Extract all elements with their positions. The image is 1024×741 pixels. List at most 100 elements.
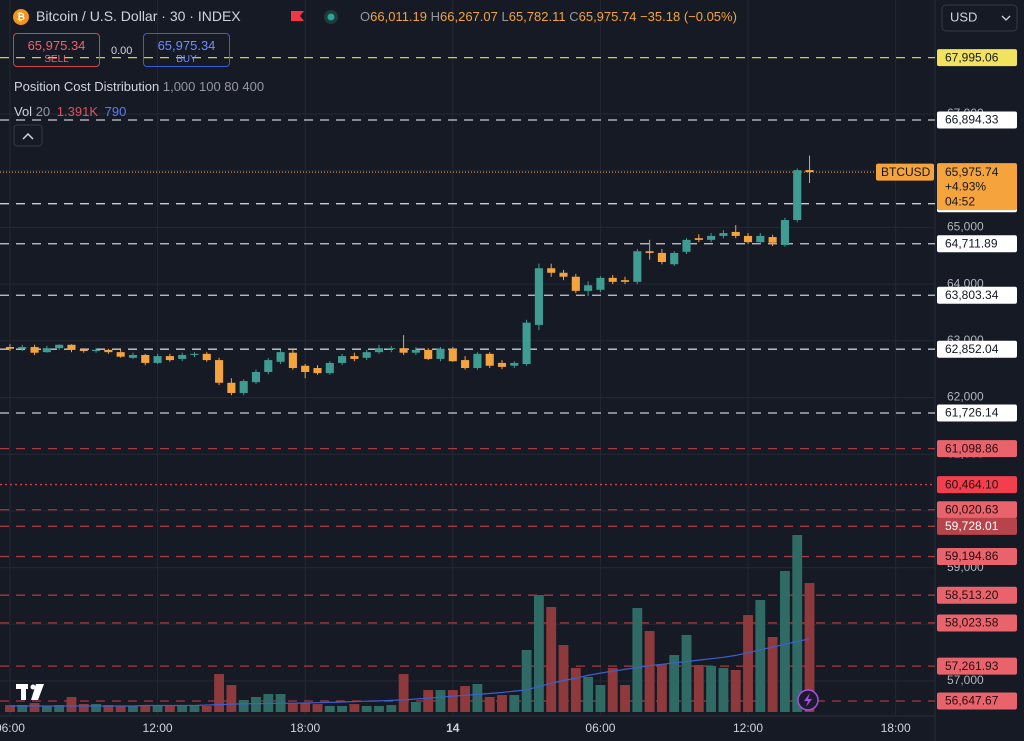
volume-bar [780,570,790,712]
price-level-tag [937,586,1017,604]
volume-bar [755,600,766,712]
candle-body [497,362,507,367]
price-level-tag [937,614,1017,632]
grid [0,0,935,716]
candle-body [436,348,445,359]
price-level-label: 58,023.58 [945,616,999,630]
volume-bar [251,696,261,712]
candle-body [374,348,384,353]
bitcoin-glyph: ₿ [17,11,25,23]
ohlc-change: −35.18 (−0.05%) [640,9,737,24]
candle-body [350,356,359,359]
price-level-tag [937,111,1017,129]
candle-body [620,280,630,282]
candle-body [55,344,64,349]
candle-body [805,170,814,173]
x-tick-label: 12:00 [733,721,763,735]
logo-part [31,684,44,700]
candle-body [756,235,765,243]
bar-countdown: 04:52 [945,194,975,208]
dropdown-caret [1001,15,1011,21]
buy-label: BUY [176,54,197,65]
pcd-indicator[interactable]: Position Cost Distribution 1,000 100 80 … [14,79,264,94]
sell-label: SELL [44,54,69,65]
candle-body [448,348,457,362]
x-tick-label: 14 [446,721,460,735]
volume-bar [632,607,643,712]
volume-bar [718,667,729,712]
volume-bar [226,685,237,712]
volume-bar [312,704,323,712]
x-tick-label: 12:00 [143,721,173,735]
candle-body [325,362,334,374]
candle-body [301,365,310,372]
candle-body [116,352,125,357]
volume-bar [361,705,372,712]
volume-bar [472,684,483,712]
volume-bar [238,700,249,712]
candle-body [5,347,15,349]
status-dot [327,13,335,21]
candle-body [547,268,556,273]
candle-body [743,235,753,243]
currency-label: USD [950,9,977,24]
candle-body [670,252,679,265]
candle-body [645,251,654,253]
ohlc-key: C [569,9,579,24]
volume-bar [620,685,630,712]
candle-body [141,354,150,363]
volume-bar [29,703,40,712]
ohlc-value: 66,011.19 [370,9,427,24]
volume-pane [5,535,815,712]
lightning-button[interactable] [797,689,819,711]
price-level-label: 61,098.86 [945,441,999,455]
volume-bar [300,703,311,712]
vol-indicator[interactable]: Vol 20 1.391K 790 [14,104,126,119]
candle-body [485,353,494,366]
indicator-params: 1,000 100 80 400 [162,79,265,94]
currency-select[interactable] [941,4,1018,32]
volume-bar [128,705,138,712]
price-level-tag [937,657,1017,675]
symbol-label: BTCUSD [881,165,931,179]
candle-body [584,285,593,291]
collapse-button[interactable] [13,124,43,147]
volume-bar [730,670,741,712]
volume-bar [423,690,434,712]
candle-body [461,360,470,369]
flag-icon[interactable] [291,11,304,21]
axes: 06:00 12:00 18:00 14 06:00 12:00 18:00 57,000 58… [0,49,1017,735]
indicator-name: Vol [14,104,33,119]
volume-bar [201,705,212,712]
price-level-tag [937,548,1017,566]
volume-bar [410,701,421,712]
sell-price: 65,975.34 [27,38,86,53]
price-level-tag [937,235,1017,253]
bitcoin-icon [13,9,29,25]
logo-part [21,684,26,700]
candle-body [387,348,396,350]
volume-ma-line [10,638,810,707]
indicator-name: Position Cost Distribution [14,79,160,94]
candle-body [227,382,236,393]
price-level-label: 56,647.67 [945,694,999,708]
volume-bar [177,705,188,712]
buy-price: 65,975.34 [157,38,216,53]
volume-bar [792,535,803,712]
price-level-label: 62,852.04 [945,342,999,356]
candle-body [768,237,777,243]
ohlc-value: 65,975.74 [578,9,637,24]
sell-button[interactable]: 65,975.34 SELL [13,33,100,67]
buy-button[interactable]: 65,975.34 BUY [143,33,230,67]
volume-bar [349,704,360,712]
volume-bar [66,696,77,712]
candles [5,155,814,396]
volume-bar [607,667,618,712]
symbol-title[interactable]: Bitcoin / U.S. Dollar · 30 · INDEX [36,8,241,24]
candle-body [128,354,138,358]
ohlc-value: 65,782.11 [508,9,566,24]
price-level-tag [937,517,1017,535]
volume-bar [5,705,15,712]
y-tick-label: 57,000 [947,673,984,687]
price-level-tag [937,501,1017,519]
